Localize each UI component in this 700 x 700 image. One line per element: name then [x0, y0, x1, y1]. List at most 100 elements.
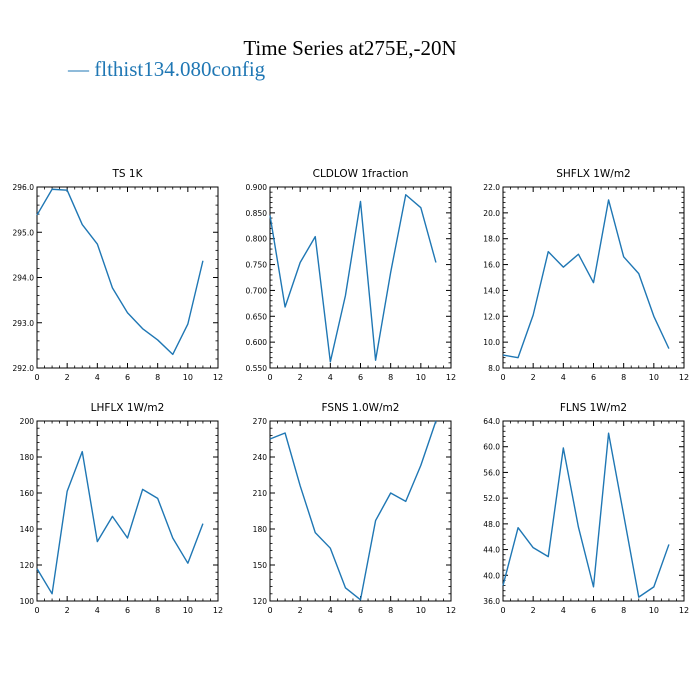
panel-5-y-tick-label: 210 — [253, 489, 268, 498]
panel-5-x-tick-label: 4 — [328, 606, 333, 615]
panel-5-title: FSNS 1.0W/m2 — [322, 402, 400, 414]
panel-4-x-tick-label: 12 — [213, 606, 223, 615]
panel-5-frame — [269, 420, 452, 602]
panel-2-x-tick-label: 2 — [298, 373, 303, 382]
panel-6-x-tick-label: 0 — [500, 606, 505, 615]
panel-6-y-tick-label: 48.0 — [483, 520, 500, 529]
panel-5-x-tick-label: 6 — [358, 606, 363, 615]
panel-6-y-tick-label: 60.0 — [483, 443, 500, 452]
panel-2-y-tick-label: 0.650 — [246, 312, 268, 321]
panel-6-title: FLNS 1W/m2 — [560, 402, 627, 414]
panel-4-y-tick-label: 100 — [20, 597, 35, 606]
panel-4-series-line — [36, 450, 204, 595]
panel-1-y-tick-label: 292.0 — [13, 364, 35, 373]
panel-6-y-tick-label: 36.0 — [483, 597, 500, 606]
panel-6-y-tick-label: 64.0 — [483, 417, 500, 426]
panel-5-y-tick-label: 180 — [253, 525, 268, 534]
panel-2-x-tick-label: 6 — [358, 373, 363, 382]
panel-4-x-tick-label: 6 — [125, 606, 130, 615]
panel-2-title: CLDLOW 1fraction — [313, 168, 409, 180]
panel-3-x-tick-label: 6 — [591, 373, 596, 382]
panel-3-title: SHFLX 1W/m2 — [556, 168, 631, 180]
panel-2-x-tick-label: 0 — [267, 373, 272, 382]
panel-4-x-tick-label: 10 — [183, 606, 193, 615]
panel-1-x-tick-label: 6 — [125, 373, 130, 382]
panel-6-x-tick-label: 8 — [621, 606, 626, 615]
legend-label: flthist134.080config — [94, 57, 266, 81]
panel-6-x-tick-label: 12 — [679, 606, 689, 615]
panel-1-x-tick-label: 0 — [34, 373, 39, 382]
panel-3-y-tick-label: 14.0 — [483, 286, 500, 295]
panel-6-frame — [502, 420, 685, 602]
panel-4-x-tick-label: 4 — [95, 606, 100, 615]
panel-4-title: LHFLX 1W/m2 — [91, 402, 165, 414]
panel-6-y-tick-label: 44.0 — [483, 546, 500, 555]
panel-3-y-tick-label: 10.0 — [483, 338, 500, 347]
panel-2-frame — [269, 186, 452, 369]
panel-4-x-tick-label: 2 — [65, 606, 70, 615]
panel-4-y-tick-label: 120 — [20, 561, 35, 570]
panel-6-y-tick-label: 52.0 — [483, 494, 500, 503]
panel-1-x-tick-label: 12 — [213, 373, 223, 382]
panel-5-x-tick-label: 2 — [298, 606, 303, 615]
panel-3-y-tick-label: 20.0 — [483, 209, 500, 218]
panel-3-y-tick-label: 16.0 — [483, 261, 500, 270]
panel-3-series-line — [502, 199, 670, 359]
panel-4-y-tick-label: 160 — [20, 489, 35, 498]
panel-5-y-tick-label: 240 — [253, 453, 268, 462]
panel-1-y-tick-label: 296.0 — [13, 183, 35, 192]
panel-3-x-tick-label: 12 — [679, 373, 689, 382]
panel-3-frame — [502, 186, 685, 369]
panel-1-frame — [36, 186, 219, 369]
panel-5-y-tick-label: 120 — [253, 597, 268, 606]
panel-5-y-tick-label: 270 — [253, 417, 268, 426]
panel-1-title: TS 1K — [112, 168, 144, 180]
panel-2-y-tick-label: 0.850 — [246, 209, 268, 218]
panel-6-x-tick-label: 2 — [531, 606, 536, 615]
panel-2-x-tick-label: 4 — [328, 373, 333, 382]
panel-1-series-line — [36, 188, 204, 356]
legend-line-marker: — — [68, 57, 89, 81]
panel-5-x-tick-label: 0 — [267, 606, 272, 615]
panel-4-y-tick-label: 140 — [20, 525, 35, 534]
panel-4-y-tick-label: 180 — [20, 453, 35, 462]
panel-2-x-tick-label: 8 — [388, 373, 393, 382]
legend: — flthist134.080config — [68, 57, 265, 82]
panel-2-x-tick-label: 12 — [446, 373, 456, 382]
panel-3-x-tick-label: 2 — [531, 373, 536, 382]
panel-6-x-tick-label: 4 — [561, 606, 566, 615]
panel-4-y-tick-label: 200 — [20, 417, 35, 426]
panel-2-y-tick-label: 0.600 — [246, 338, 268, 347]
panel-6-series-line — [502, 432, 670, 598]
panel-3-y-tick-label: 18.0 — [483, 235, 500, 244]
panel-3-y-tick-label: 22.0 — [483, 183, 500, 192]
panel-3-x-tick-label: 10 — [649, 373, 659, 382]
panel-4-x-tick-label: 8 — [155, 606, 160, 615]
panel-3-x-tick-label: 8 — [621, 373, 626, 382]
panel-2-y-tick-label: 0.900 — [246, 183, 268, 192]
panel-2-y-tick-label: 0.700 — [246, 286, 268, 295]
panel-5-y-tick-label: 150 — [253, 561, 268, 570]
panel-3-x-tick-label: 4 — [561, 373, 566, 382]
panel-1-y-tick-label: 294.0 — [13, 274, 35, 283]
panel-6-y-tick-label: 56.0 — [483, 468, 500, 477]
panel-1-x-tick-label: 10 — [183, 373, 193, 382]
panel-1-x-tick-label: 8 — [155, 373, 160, 382]
panel-1-x-tick-label: 4 — [95, 373, 100, 382]
panel-3-y-tick-label: 12.0 — [483, 312, 500, 321]
panel-4-x-tick-label: 0 — [34, 606, 39, 615]
panel-2-series-line — [269, 194, 437, 363]
panel-6-y-tick-label: 40.0 — [483, 571, 500, 580]
panel-5-x-tick-label: 10 — [416, 606, 426, 615]
panel-6-x-tick-label: 10 — [649, 606, 659, 615]
panel-3-y-tick-label: 8.0 — [488, 364, 500, 373]
panel-2-y-tick-label: 0.550 — [246, 364, 268, 373]
panel-2-y-tick-label: 0.800 — [246, 235, 268, 244]
panel-5-x-tick-label: 8 — [388, 606, 393, 615]
figure-title: Time Series at275E,-20N — [243, 36, 457, 60]
panel-1-x-tick-label: 2 — [65, 373, 70, 382]
panel-1-y-tick-label: 295.0 — [13, 228, 35, 237]
panel-2-x-tick-label: 10 — [416, 373, 426, 382]
